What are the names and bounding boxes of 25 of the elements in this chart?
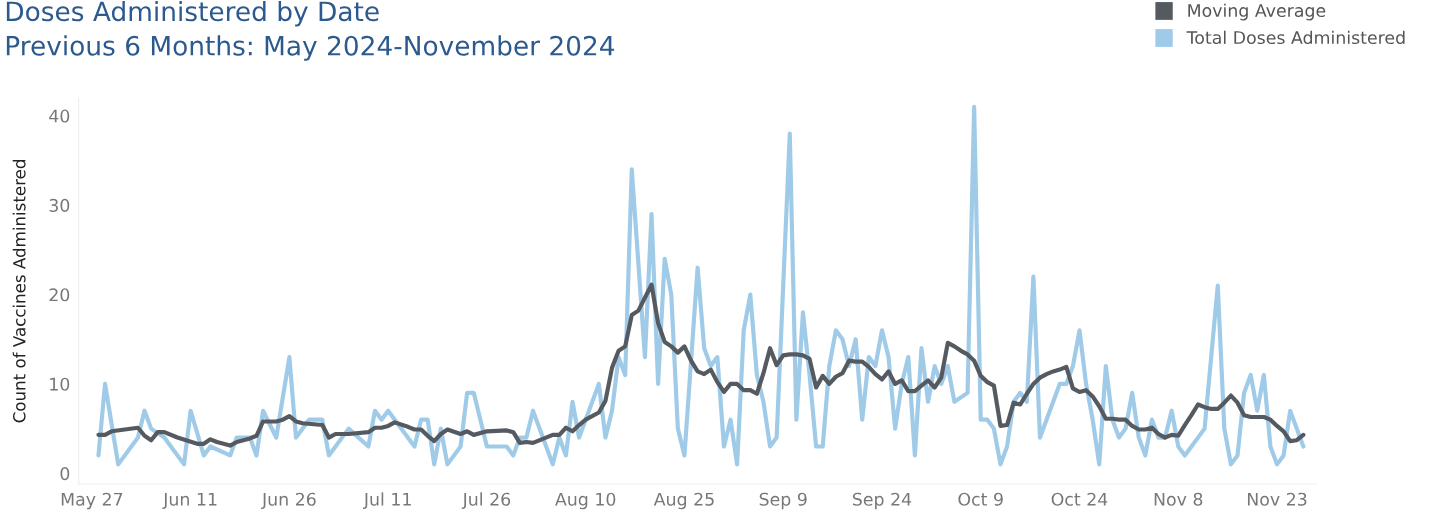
x-tick-label: Oct 24 [1051,492,1108,506]
y-axis-title: Count of Vaccines Administered [12,160,26,423]
y-tick-label: 30 [49,198,70,212]
y-tick-label: 0 [60,467,70,481]
x-tick-label: Sep 24 [852,492,912,510]
x-tick-label: Aug 10 [555,492,616,510]
y-tick-label: 20 [49,288,70,302]
x-tick-label: Jul 11 [362,492,411,510]
x-tick-label: Jun 26 [261,492,316,510]
x-tick-label: Sep 9 [759,492,807,510]
x-tick-label: Oct 9 [958,492,1003,506]
y-tick-label: 40 [49,109,70,123]
line-series [96,104,1306,467]
legend-label: Total Doses Administered [1186,30,1405,45]
y-tick-label: 10 [50,377,70,391]
x-tick-label: May 27 [61,492,123,510]
x-tick-label: Jul 26 [461,492,511,510]
chart-title: Doses Administered by Date [6,0,379,27]
x-tick-label: Nov 8 [1154,492,1203,506]
line-series [96,282,1306,448]
x-tick-label: Aug 25 [653,492,714,510]
legend-label: Moving Average [1188,3,1326,21]
x-tick-label: Nov 23 [1247,492,1307,506]
chart-subtitle: Previous 6 Months: May 2024-November 2024 [6,35,615,61]
x-tick-label: Jun 11 [162,492,217,510]
